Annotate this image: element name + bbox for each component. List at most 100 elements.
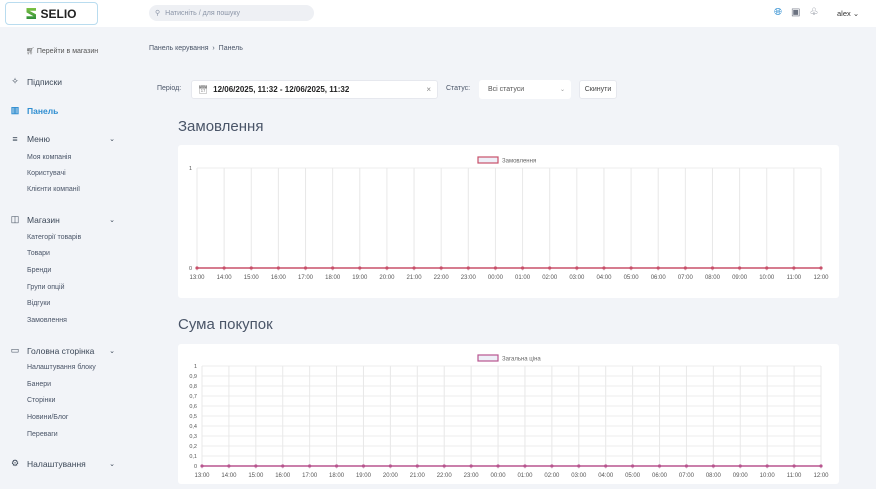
sidebar-subitem[interactable]: Налаштування блоку [27,364,96,371]
sidebar-item-1[interactable]: ▥ Панель [10,105,59,116]
y-tick-label: 0,7 [189,394,197,400]
data-point [657,464,662,468]
sidebar-item-5[interactable]: ⚙ Налаштування ⌄ [10,458,115,469]
sidebar-item-4[interactable]: ▭ Головна сторінка ⌄ [10,345,115,356]
data-point [738,266,742,270]
data-point [550,464,554,468]
sidebar-subitem[interactable]: Переваги [27,431,58,438]
y-tick-label: 1 [189,166,192,172]
sidebar-subitem[interactable]: Замовлення [27,317,67,324]
logo-mark-icon [26,8,37,19]
data-point [254,464,258,468]
data-point [249,266,253,270]
period-label: Період: [157,85,182,92]
sidebar-subitem[interactable]: Банери [27,381,52,388]
x-tick-label: 22:00 [437,473,453,479]
breadcrumb-item[interactable]: Панель керування [149,45,209,52]
x-tick-label: 16:00 [275,473,291,479]
x-tick-label: 07:00 [678,275,694,281]
data-point [496,464,500,468]
x-tick-label: 01:00 [515,275,531,281]
x-tick-label: 21:00 [407,275,423,281]
y-tick-label: 0,4 [189,424,197,430]
monitor-icon[interactable]: ▣ [791,7,801,18]
status-select[interactable]: Всі статуси ⌄ [479,80,571,99]
bag-icon: ◫ [10,214,20,224]
x-tick-label: 10:00 [760,473,776,479]
y-tick-label: 0 [194,464,197,470]
purchases-chart-card: Загальна ціна 0 0,1 0,2 0,3 0,4 0,5 0,6 0,7 0,8 0,… [178,344,839,484]
purchases-title: Сума покупок [178,316,273,333]
x-tick-label: 08:00 [705,275,721,281]
chart-icon: ▥ [10,105,20,115]
data-point [358,266,362,270]
sidebar-subitem[interactable]: Користувачі [27,170,66,177]
data-point [738,464,742,468]
menu-icon: ≡ [12,134,18,144]
orders-chart-card: Замовлення 0 1 13:00 14:00 15:00 16:00 17:00 18:… [178,145,839,298]
period-date-input[interactable]: 📅︎ 12/06/2025, 11:32 - 12/06/2025, 11:32 × [191,80,438,99]
data-point [469,464,473,468]
x-tick-label: 11:00 [787,473,802,479]
legend-swatch [477,354,499,362]
sidebar-item-2[interactable]: ≡ Меню ⌄ [10,134,115,144]
x-tick-label: 14:00 [217,275,233,281]
y-tick-label: 0,5 [189,414,197,420]
user-menu[interactable]: alex ⌄ [837,9,860,18]
clear-icon[interactable]: × [426,85,431,94]
x-tick-label: 05:00 [624,275,640,281]
calendar-icon: 📅︎ [198,85,209,94]
sidebar-subitem[interactable]: Моя компанія [27,154,72,161]
sidebar-subitem[interactable]: Категорії товарів [27,234,82,241]
x-tick-label: 13:00 [194,473,210,479]
data-point [303,266,308,270]
breadcrumb: Панель керування › Панель [149,45,243,52]
chevron-down-icon: ⌄ [109,136,115,143]
go-to-shop-link[interactable]: 🛒︎ Перейти в магазин [26,48,99,55]
status-label: Статус: [446,85,471,92]
data-point [276,266,280,270]
x-tick-label: 12:00 [813,473,829,479]
data-point [361,464,366,468]
x-tick-label: 03:00 [569,275,585,281]
x-tick-label: 02:00 [542,275,558,281]
chevron-down-icon: ⌄ [852,9,860,18]
x-tick-label: 20:00 [383,473,399,479]
y-tick-label: 0 [189,266,192,272]
data-point [792,266,796,270]
data-point [577,464,581,468]
data-point [711,464,715,468]
data-point [493,266,498,270]
x-tick-label: 08:00 [706,473,722,479]
data-point [385,266,389,270]
data-point [548,266,552,270]
chevron-down-icon: ⌄ [109,460,115,468]
data-point [388,464,392,468]
x-tick-label: 22:00 [434,275,450,281]
sidebar-subitem[interactable]: Клієнти компанії [27,186,81,193]
sidebar-subitem[interactable]: Відгуки [27,300,51,307]
chevron-down-icon: ⌄ [559,87,565,93]
reset-button[interactable]: Скинути [579,80,617,99]
sidebar-subitem[interactable]: Новини/Блог [27,414,69,421]
x-tick-label: 07:00 [679,473,695,479]
x-tick-label: 19:00 [352,275,368,281]
sidebar-item-0[interactable]: ✧ Підписки [11,76,63,87]
logo[interactable]: SELIO [5,2,98,25]
x-tick-label: 18:00 [329,473,345,479]
sidebar-item-3[interactable]: ◫ Магазин ⌄ [10,214,115,225]
x-tick-label: 12:00 [813,275,829,281]
data-point [575,266,579,270]
sidebar-subitem[interactable]: Групи опцій [27,284,65,291]
sidebar-subitem[interactable]: Сторінки [27,397,56,404]
x-tick-label: 20:00 [379,275,395,281]
bell-icon[interactable]: ♧ [809,7,819,18]
data-point [683,266,687,270]
data-point [334,464,339,468]
x-tick-label: 04:00 [598,473,614,479]
search-input[interactable]: ⚲ Натисніть / для пошуку [149,5,314,21]
globe-icon[interactable]: 🌐︎ [774,7,782,18]
sidebar-subitem[interactable]: Товари [27,250,50,257]
breadcrumb-current: Панель [218,45,243,52]
sidebar-subitem[interactable]: Бренди [27,267,52,274]
